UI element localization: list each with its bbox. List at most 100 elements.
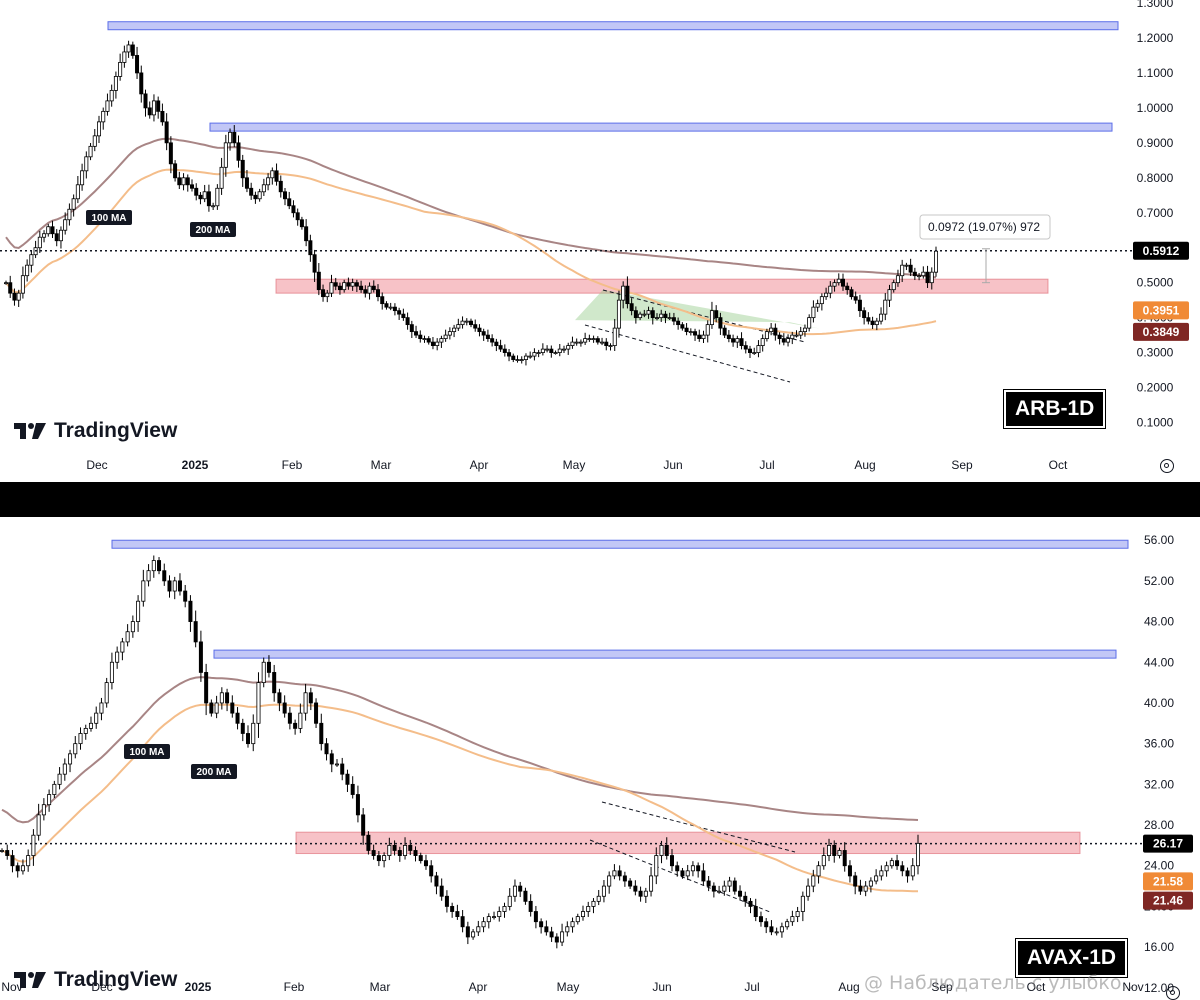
candle-body bbox=[646, 310, 651, 315]
candle-body bbox=[604, 341, 609, 347]
candle-body bbox=[540, 348, 545, 353]
candle-body bbox=[847, 865, 852, 877]
candle-body bbox=[434, 875, 439, 887]
candle-body bbox=[418, 855, 423, 862]
time-axis-label: 2025 bbox=[182, 458, 209, 472]
settings-icon[interactable] bbox=[1160, 459, 1174, 473]
time-axis-label: Nov bbox=[1, 980, 22, 994]
ma100-price-tag: 0.3951 bbox=[1133, 301, 1189, 320]
candle-body bbox=[473, 324, 478, 329]
tradingview-logo-text: TradingView bbox=[54, 419, 178, 442]
time-axis-label: Oct bbox=[1027, 980, 1046, 994]
candle-body bbox=[333, 282, 338, 287]
candle-body bbox=[507, 895, 512, 907]
candle-body bbox=[172, 580, 177, 592]
candle-body bbox=[464, 320, 469, 323]
candle-body bbox=[638, 313, 643, 319]
candle-body bbox=[321, 289, 326, 298]
arb-chart-panel: 1.3000 1.2000 1.1000 1.0000 0.9000 0.8000 0.70… bbox=[0, 0, 1200, 482]
measure-label: 0.0972 (19.07%) 972 bbox=[928, 220, 1040, 234]
resistance-band bbox=[209, 122, 1113, 132]
candle-body bbox=[83, 727, 88, 734]
candle-body bbox=[690, 865, 695, 872]
price-tick-label: 1.0000 bbox=[1137, 101, 1174, 115]
candle-body bbox=[452, 327, 457, 333]
candle-body bbox=[917, 275, 922, 278]
candle-body bbox=[591, 338, 596, 341]
candle-body bbox=[628, 880, 633, 887]
price-tick-label: 0.5000 bbox=[1137, 276, 1174, 290]
candle-body bbox=[109, 661, 114, 684]
candle-body bbox=[206, 191, 211, 207]
candle-body bbox=[696, 865, 701, 872]
candle-body bbox=[748, 348, 753, 353]
candle-body bbox=[837, 850, 842, 856]
candle-body bbox=[80, 170, 85, 186]
candle-body bbox=[832, 282, 837, 287]
candle-body bbox=[67, 208, 72, 221]
candle-body bbox=[456, 324, 461, 329]
candle-body bbox=[443, 334, 448, 340]
time-axis-label: May bbox=[563, 458, 586, 472]
candle-body bbox=[57, 773, 62, 785]
time-axis-label: Jun bbox=[663, 458, 682, 472]
candle-body bbox=[236, 142, 241, 161]
candle-body bbox=[287, 198, 292, 207]
candle-body bbox=[274, 170, 279, 182]
candle-body bbox=[47, 794, 52, 806]
candle-body bbox=[717, 890, 722, 893]
candle-body bbox=[688, 331, 693, 334]
candle-body bbox=[811, 306, 816, 319]
candle-body bbox=[465, 926, 470, 938]
candle-body bbox=[115, 651, 120, 663]
ma200-price-tag: 21.46 bbox=[1143, 891, 1193, 910]
candle-body bbox=[769, 926, 774, 933]
candle-body bbox=[575, 916, 580, 923]
candle-body bbox=[418, 334, 423, 340]
candle-body bbox=[211, 205, 216, 208]
candle-body bbox=[622, 875, 627, 882]
candle-body bbox=[130, 621, 135, 633]
ma200-label: 200 MA bbox=[190, 222, 236, 237]
candle-body bbox=[135, 55, 140, 74]
candle-body bbox=[586, 906, 591, 912]
price-tick-label: 24.00 bbox=[1144, 859, 1174, 873]
candle-body bbox=[870, 320, 875, 326]
candle-body bbox=[800, 895, 805, 912]
time-axis-label: Mar bbox=[371, 458, 392, 472]
candle-body bbox=[764, 331, 769, 340]
candle-body bbox=[97, 121, 102, 137]
candle-body bbox=[849, 289, 854, 298]
price-tick-label: 44.00 bbox=[1144, 655, 1174, 669]
candle-body bbox=[52, 783, 57, 795]
ticker-badge: AVAX-1D bbox=[1016, 939, 1128, 977]
ma100-label: 100 MA bbox=[86, 210, 132, 225]
candle-body bbox=[460, 916, 465, 928]
candle-body bbox=[329, 282, 334, 294]
ma200-label-text: 200 MA bbox=[195, 225, 230, 236]
price-tick-label: 1.1000 bbox=[1137, 66, 1174, 80]
candle-body bbox=[612, 327, 617, 347]
ma200-line bbox=[5, 137, 937, 279]
candle-body bbox=[270, 170, 275, 179]
candle-body bbox=[625, 285, 630, 305]
candle-body bbox=[375, 289, 380, 298]
candle-body bbox=[295, 212, 300, 221]
current-price-tag-box bbox=[1143, 834, 1193, 853]
candle-body bbox=[167, 580, 172, 592]
candle-body bbox=[120, 641, 125, 653]
candle-body bbox=[934, 250, 939, 273]
candle-body bbox=[781, 338, 786, 343]
candle-body bbox=[359, 285, 364, 291]
settings-icon[interactable] bbox=[1166, 986, 1180, 1000]
candle-body bbox=[31, 834, 36, 856]
candle-body bbox=[711, 885, 716, 892]
candle-body bbox=[29, 254, 34, 266]
candle-body bbox=[633, 885, 638, 892]
candle-body bbox=[84, 156, 89, 172]
candle-body bbox=[287, 712, 292, 724]
candle-body bbox=[545, 348, 550, 351]
price-tick-label: 56.00 bbox=[1144, 533, 1174, 547]
time-axis-label: Jul bbox=[744, 980, 759, 994]
tradingview-logo: TradingView bbox=[14, 419, 177, 443]
